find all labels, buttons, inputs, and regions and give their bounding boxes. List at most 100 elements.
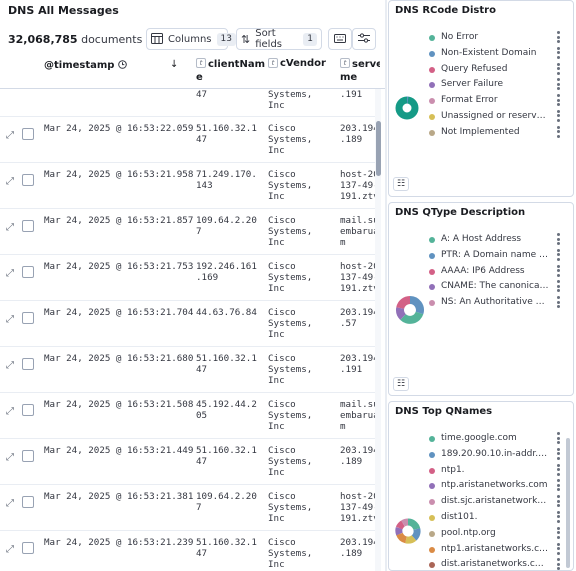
expand-row-icon[interactable]: ⤢ (6, 130, 14, 141)
expand-row-icon[interactable]: ⤢ (6, 360, 14, 371)
column-header-clientname[interactable]: t clientNam e (196, 58, 266, 83)
row-checkbox[interactable] (22, 358, 34, 370)
table-row[interactable]: ⤢ Mar 24, 2025 @ 16:53:21.239 51.160.32.1 4… (0, 531, 375, 571)
legend-item[interactable]: Unassigned or reserved R... (429, 109, 569, 126)
expand-row-icon[interactable]: ⤢ (6, 452, 14, 463)
display-settings-button[interactable] (352, 28, 376, 50)
rcode-donut-chart[interactable] (395, 96, 419, 120)
cell-vendor: Cisco (268, 445, 296, 456)
legend-item[interactable]: ntp1.aristanetworks.com (429, 542, 569, 559)
legend-options-icon[interactable] (557, 463, 560, 478)
legend-options-icon[interactable] (557, 479, 560, 493)
legend-item[interactable]: dist.sjc.aristanetworks.c... (429, 495, 569, 511)
expand-row-icon[interactable]: ⤢ (6, 544, 14, 555)
columns-button[interactable]: Columns 13 (146, 28, 236, 50)
cell-timestamp: Mar 24, 2025 @ 16:53:21.508 (44, 399, 194, 410)
expand-row-icon[interactable]: ⤢ (6, 406, 14, 417)
legend-options-icon[interactable] (557, 125, 560, 140)
table-row[interactable]: ⤢ Mar 24, 2025 @ 16:53:21.680 51.160.32.1 4… (0, 347, 375, 393)
legend-options-icon[interactable] (557, 46, 560, 61)
row-checkbox[interactable] (22, 128, 34, 140)
legend-item[interactable]: Format Error (429, 94, 569, 110)
qnames-donut-chart[interactable] (395, 518, 421, 544)
legend-item[interactable]: 189.20.90.10.in-addr.arpa (429, 447, 569, 464)
legend-options-icon[interactable] (557, 31, 560, 45)
expand-row-icon[interactable]: ⤢ (6, 222, 14, 233)
row-checkbox[interactable] (22, 220, 34, 232)
table-row[interactable]: ⤢ Mar 24, 2025 @ 16:53:21.508 45.192.44.2 0… (0, 393, 375, 439)
legend-options-icon[interactable] (557, 233, 560, 247)
table-row[interactable]: ⤢ Mar 24, 2025 @ 16:53:21.857 109.64.2.20 7… (0, 209, 375, 255)
expand-row-icon[interactable]: ⤢ (6, 314, 14, 325)
legend-options-icon[interactable] (557, 495, 560, 509)
legend-item[interactable]: PTR: A Domain name poin... (429, 248, 569, 265)
expand-row-icon[interactable]: ⤢ (6, 498, 14, 509)
legend-toggle-button[interactable]: ☷ (393, 377, 409, 391)
row-checkbox[interactable] (22, 404, 34, 416)
row-checkbox[interactable] (22, 266, 34, 278)
legend-item[interactable]: AAAA: IP6 Address (429, 264, 569, 281)
table-row[interactable]: ⤢ Mar 24, 2025 @ 16:53:21.958 71.249.170. 1… (0, 163, 375, 209)
row-checkbox[interactable] (22, 496, 34, 508)
row-checkbox[interactable] (22, 450, 34, 462)
row-checkbox[interactable] (22, 312, 34, 324)
cell-server: .191 (340, 89, 363, 100)
table-row[interactable]: ⤢ Mar 24, 2025 @ 16:53:21.753 192.246.161.… (0, 255, 375, 301)
expand-row-icon[interactable]: ⤢ (6, 176, 14, 187)
legend-item[interactable]: A: A Host Address (429, 233, 569, 249)
legend-item[interactable]: No Error (429, 31, 569, 47)
legend-item[interactable]: time.google.com (429, 432, 569, 448)
legend-options-icon[interactable] (557, 510, 560, 525)
legend-label: Server Failure (441, 79, 503, 90)
table-row[interactable]: ⤢ Mar 24, 2025 @ 16:53:21.449 51.160.32.1 4… (0, 439, 375, 485)
vertical-scrollbar[interactable] (375, 89, 381, 571)
legend-options-icon[interactable] (557, 280, 560, 294)
legend-options-icon[interactable] (557, 248, 560, 263)
qtype-donut-chart[interactable] (395, 295, 425, 325)
row-checkbox[interactable] (22, 542, 34, 554)
legend-scrollbar[interactable] (566, 438, 570, 568)
legend-item[interactable]: Not Implemented (429, 125, 569, 142)
sort-fields-button[interactable]: ⇅ Sort fields 1 (236, 28, 322, 50)
table-row[interactable]: ⤢ Mar 24, 2025 @ 16:53:21.704 44.63.76.84 C… (0, 301, 375, 347)
rcode-legend: No Error Non-Existent Domain Query Refused… (429, 31, 569, 142)
legend-options-icon[interactable] (557, 264, 560, 279)
panel-divider (385, 0, 387, 571)
legend-item[interactable]: pool.ntp.org (429, 526, 569, 543)
legend-color-dot (429, 530, 435, 537)
column-header-timestamp[interactable]: @timestamp (44, 60, 127, 71)
legend-item[interactable]: CNAME: The canonical na... (429, 280, 569, 296)
legend-options-icon[interactable] (557, 296, 560, 310)
cell-server: embarua (340, 226, 375, 237)
table-icon (151, 32, 163, 46)
sort-descending-icon[interactable]: ↓ (170, 59, 179, 70)
scrollbar-thumb[interactable] (375, 121, 381, 176)
legend-options-icon[interactable] (557, 94, 560, 108)
expand-row-icon[interactable]: ⤢ (6, 268, 14, 279)
legend-options-icon[interactable] (557, 109, 560, 124)
legend-item[interactable]: NS: An Authoritative Nam... (429, 296, 569, 312)
legend-toggle-button[interactable]: ☷ (393, 177, 409, 191)
legend-item[interactable]: ntp.aristanetworks.com (429, 479, 569, 495)
table-row[interactable]: ⤢ Mar 24, 2025 @ 16:53:21.381 109.64.2.20 7… (0, 485, 375, 531)
legend-item[interactable]: Non-Existent Domain (429, 46, 569, 63)
legend-options-icon[interactable] (557, 542, 560, 557)
legend-color-dot (429, 467, 435, 474)
legend-options-icon[interactable] (557, 62, 560, 77)
table-row[interactable]: ⤢ Mar 24, 2025 @ 16:53:22.059 51.160.32.1 4… (0, 117, 375, 163)
legend-options-icon[interactable] (557, 78, 560, 92)
legend-label: A: A Host Address (441, 234, 522, 244)
column-header-cvendor[interactable]: t cVendor (268, 58, 326, 69)
legend-options-icon[interactable] (557, 432, 560, 446)
legend-item[interactable]: Query Refused (429, 62, 569, 79)
column-header-servername[interactable]: t serve me (340, 58, 380, 83)
legend-item[interactable]: Server Failure (429, 78, 569, 94)
row-checkbox[interactable] (22, 174, 34, 186)
legend-options-icon[interactable] (557, 526, 560, 541)
keyboard-shortcuts-button[interactable] (328, 28, 352, 50)
legend-item[interactable]: dist.aristanetworks.com (429, 558, 569, 570)
legend-item[interactable]: ntp1. (429, 463, 569, 480)
legend-options-icon[interactable] (557, 558, 560, 570)
legend-options-icon[interactable] (557, 447, 560, 462)
legend-item[interactable]: dist101. (429, 510, 569, 527)
